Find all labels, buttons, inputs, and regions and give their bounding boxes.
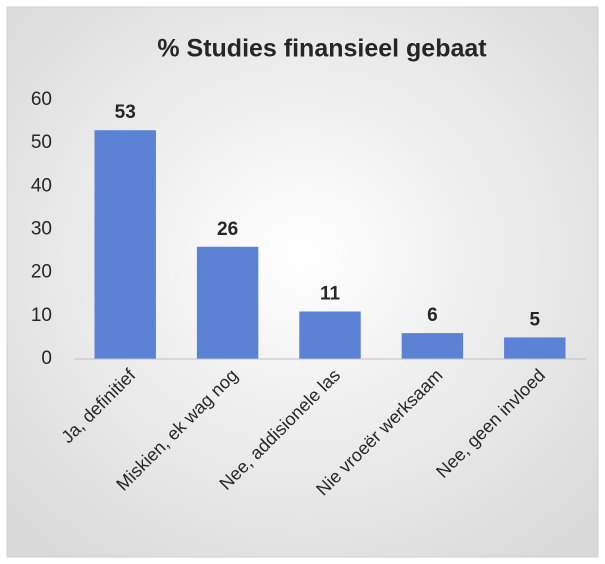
- y-tick-label: 30: [31, 219, 52, 240]
- y-tick-label: 40: [31, 175, 52, 196]
- y-tick-label: 10: [31, 305, 52, 326]
- bar: [94, 130, 156, 359]
- y-tick-label: 20: [31, 262, 52, 283]
- value-label: 26: [217, 219, 238, 240]
- bar: [299, 311, 361, 359]
- bar: [401, 333, 464, 359]
- y-tick-label: 50: [31, 132, 52, 153]
- y-tick-label: 60: [31, 89, 52, 110]
- value-label: 11: [320, 284, 341, 305]
- bar: [504, 337, 566, 359]
- bar: [196, 246, 259, 359]
- y-tick-label: 0: [41, 348, 52, 369]
- chart-title: % Studies finansieel gebaat: [157, 35, 487, 63]
- value-label: 53: [115, 102, 136, 123]
- value-label: 5: [530, 309, 541, 330]
- value-label: 6: [427, 305, 438, 326]
